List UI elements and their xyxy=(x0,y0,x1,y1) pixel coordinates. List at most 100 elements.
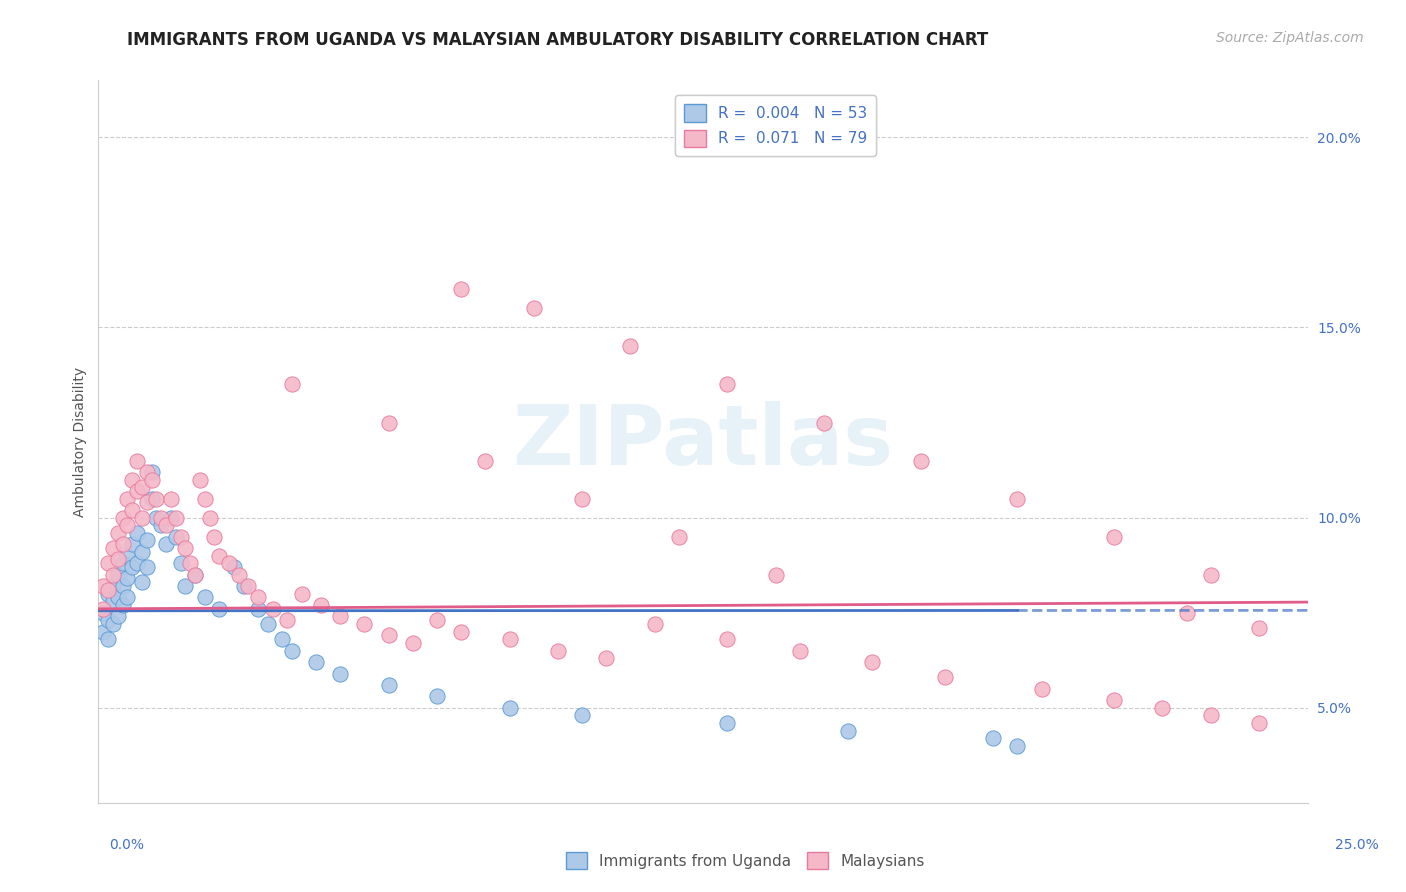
Point xyxy=(111,510,134,524)
Point xyxy=(117,571,139,585)
Point xyxy=(981,731,1004,746)
Y-axis label: Ambulatory Disability: Ambulatory Disability xyxy=(73,367,87,516)
Point xyxy=(101,567,124,582)
Point xyxy=(595,651,617,665)
Point xyxy=(860,655,883,669)
Point xyxy=(97,582,120,597)
Point xyxy=(145,510,167,524)
Point xyxy=(101,594,124,608)
Text: ZIPatlas: ZIPatlas xyxy=(513,401,893,482)
Point xyxy=(101,617,124,632)
Point xyxy=(97,556,120,570)
Point xyxy=(498,632,520,647)
Point xyxy=(131,545,153,559)
Text: 0.0%: 0.0% xyxy=(110,838,143,853)
Point xyxy=(571,491,593,506)
Point xyxy=(160,491,183,506)
Point xyxy=(194,491,217,506)
Point xyxy=(97,587,120,601)
Point xyxy=(208,549,231,563)
Point xyxy=(179,556,201,570)
Point xyxy=(813,416,835,430)
Point xyxy=(247,602,270,616)
Point xyxy=(716,632,738,647)
Point xyxy=(281,377,304,392)
Point xyxy=(155,518,177,533)
Point xyxy=(571,708,593,723)
Point xyxy=(1102,693,1125,707)
Text: Source: ZipAtlas.com: Source: ZipAtlas.com xyxy=(1216,31,1364,45)
Point xyxy=(111,556,134,570)
Point xyxy=(474,453,496,467)
Point xyxy=(309,598,332,612)
Point xyxy=(194,591,217,605)
Point xyxy=(107,552,129,566)
Point xyxy=(329,609,352,624)
Point xyxy=(131,510,153,524)
Point xyxy=(426,613,449,627)
Point xyxy=(644,617,666,632)
Point xyxy=(127,525,149,540)
Point xyxy=(111,579,134,593)
Point xyxy=(1031,681,1053,696)
Point xyxy=(184,567,207,582)
Point xyxy=(117,491,139,506)
Point xyxy=(174,579,197,593)
Point xyxy=(117,518,139,533)
Point xyxy=(377,628,399,642)
Point xyxy=(160,510,183,524)
Point xyxy=(188,473,211,487)
Point xyxy=(716,377,738,392)
Point xyxy=(910,453,932,467)
Point xyxy=(329,666,352,681)
Point xyxy=(232,579,254,593)
Point xyxy=(204,530,226,544)
Point xyxy=(228,567,250,582)
Point xyxy=(498,700,520,714)
Point xyxy=(1249,715,1271,730)
Point xyxy=(247,591,270,605)
Point xyxy=(97,632,120,647)
Point xyxy=(165,510,187,524)
Point xyxy=(107,525,129,540)
Legend: R =  0.004   N = 53, R =  0.071   N = 79: R = 0.004 N = 53, R = 0.071 N = 79 xyxy=(675,95,876,156)
Point xyxy=(1007,739,1029,753)
Point xyxy=(169,556,191,570)
Point xyxy=(402,636,425,650)
Point xyxy=(165,530,187,544)
Point xyxy=(668,530,690,544)
Point xyxy=(450,624,472,639)
Point xyxy=(107,609,129,624)
Point xyxy=(218,556,240,570)
Point xyxy=(141,473,163,487)
Point xyxy=(547,643,569,657)
Point xyxy=(111,537,134,551)
Point xyxy=(131,480,153,494)
Point xyxy=(150,518,173,533)
Point xyxy=(121,503,143,517)
Point xyxy=(145,491,167,506)
Point xyxy=(276,613,298,627)
Point xyxy=(353,617,375,632)
Point xyxy=(101,579,124,593)
Point xyxy=(208,602,231,616)
Point xyxy=(619,339,641,353)
Point xyxy=(198,510,221,524)
Point xyxy=(91,602,114,616)
Point xyxy=(450,282,472,296)
Point xyxy=(169,530,191,544)
Point xyxy=(262,602,284,616)
Point xyxy=(127,556,149,570)
Point xyxy=(107,567,129,582)
Point xyxy=(117,549,139,563)
Point xyxy=(934,670,956,684)
Point xyxy=(837,723,859,738)
Point xyxy=(135,560,157,574)
Point xyxy=(256,617,278,632)
Point xyxy=(1102,530,1125,544)
Point xyxy=(91,606,114,620)
Point xyxy=(1152,700,1174,714)
Point xyxy=(377,678,399,692)
Point xyxy=(141,491,163,506)
Point xyxy=(716,715,738,730)
